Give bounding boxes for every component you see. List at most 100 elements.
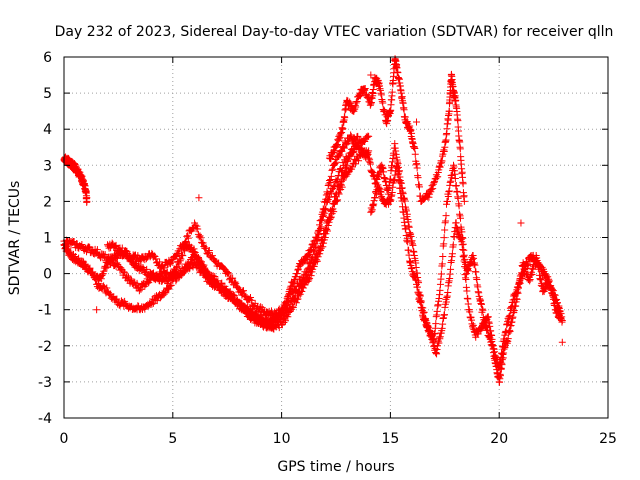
data-point <box>284 313 292 321</box>
data-point <box>314 249 322 257</box>
data-point <box>449 241 457 249</box>
data-point <box>394 170 402 178</box>
data-point <box>229 274 237 282</box>
data-point <box>298 280 306 288</box>
data-point <box>184 234 192 242</box>
data-point <box>103 284 111 292</box>
data-point <box>395 178 403 186</box>
x-tick-label: 10 <box>273 431 291 447</box>
data-point <box>429 185 437 193</box>
data-point <box>456 214 464 222</box>
data-point <box>78 241 86 249</box>
data-point <box>323 217 331 225</box>
data-point <box>281 317 289 325</box>
data-point <box>267 307 275 315</box>
data-point <box>471 261 479 269</box>
data-point <box>440 240 448 248</box>
data-point <box>459 246 467 254</box>
data-point <box>437 270 445 278</box>
data-point <box>316 242 324 250</box>
data-point <box>197 234 205 242</box>
data-point <box>388 88 396 96</box>
data-point <box>123 272 131 280</box>
data-point <box>317 217 325 225</box>
data-point <box>345 153 353 161</box>
data-point <box>304 270 312 278</box>
y-tick-label: 6 <box>43 50 52 66</box>
data-point <box>234 284 242 292</box>
data-point <box>535 265 543 273</box>
data-point <box>209 272 217 280</box>
chart-title: Day 232 of 2023, Sidereal Day-to-day VTE… <box>55 24 614 40</box>
data-point <box>186 260 194 268</box>
data-point <box>451 174 459 182</box>
data-point <box>113 259 121 267</box>
data-point <box>85 243 93 251</box>
data-point <box>379 99 387 107</box>
data-point <box>195 233 203 241</box>
data-point <box>313 250 321 258</box>
data-point <box>454 117 462 125</box>
data-point <box>436 286 444 294</box>
data-point <box>315 231 323 239</box>
data-point <box>361 84 369 92</box>
y-axis-label: SDTVAR / TECUs <box>7 181 23 296</box>
data-point <box>218 279 226 287</box>
data-point <box>341 169 349 177</box>
data-point <box>291 294 299 302</box>
data-point <box>551 299 559 307</box>
data-point <box>354 132 362 140</box>
data-point <box>427 185 435 193</box>
data-point <box>113 295 121 303</box>
data-point <box>303 274 311 282</box>
data-point <box>409 241 417 249</box>
data-point <box>333 190 341 198</box>
data-point <box>327 207 335 215</box>
data-point <box>93 306 101 314</box>
data-point <box>294 266 302 274</box>
data-point <box>337 181 345 189</box>
data-point <box>328 206 336 214</box>
data-point <box>348 149 356 157</box>
y-tick-label: 3 <box>43 158 52 174</box>
data-point <box>339 125 347 133</box>
data-point <box>231 278 239 286</box>
data-point <box>313 251 321 259</box>
data-point <box>327 172 335 180</box>
data-point <box>455 202 463 210</box>
data-point <box>160 264 168 272</box>
data-point <box>319 213 327 221</box>
data-point <box>522 264 530 272</box>
data-point <box>331 159 339 167</box>
data-point <box>292 273 300 281</box>
data-point <box>399 208 407 216</box>
y-tick-label: -2 <box>38 339 52 355</box>
data-point <box>327 189 335 197</box>
data-point <box>293 270 301 278</box>
x-tick-label: 25 <box>599 431 617 447</box>
data-point <box>313 237 321 245</box>
data-point <box>325 180 333 188</box>
data-point <box>310 259 318 267</box>
data-point <box>320 209 328 217</box>
data-point <box>311 244 319 252</box>
data-point <box>150 252 158 260</box>
data-point <box>363 133 371 141</box>
data-point <box>154 274 162 282</box>
data-point <box>479 306 487 314</box>
data-point <box>414 174 422 182</box>
x-tick-label: 20 <box>490 431 508 447</box>
data-point <box>365 147 373 155</box>
data-point <box>441 226 449 234</box>
data-point <box>219 264 227 272</box>
y-tick-label: 4 <box>43 122 52 138</box>
data-point <box>199 239 207 247</box>
data-point <box>152 255 160 263</box>
data-point <box>444 289 452 297</box>
data-point <box>97 254 105 262</box>
data-point <box>113 253 121 261</box>
data-point <box>364 148 372 156</box>
data-point <box>344 157 352 165</box>
data-point <box>405 251 413 259</box>
